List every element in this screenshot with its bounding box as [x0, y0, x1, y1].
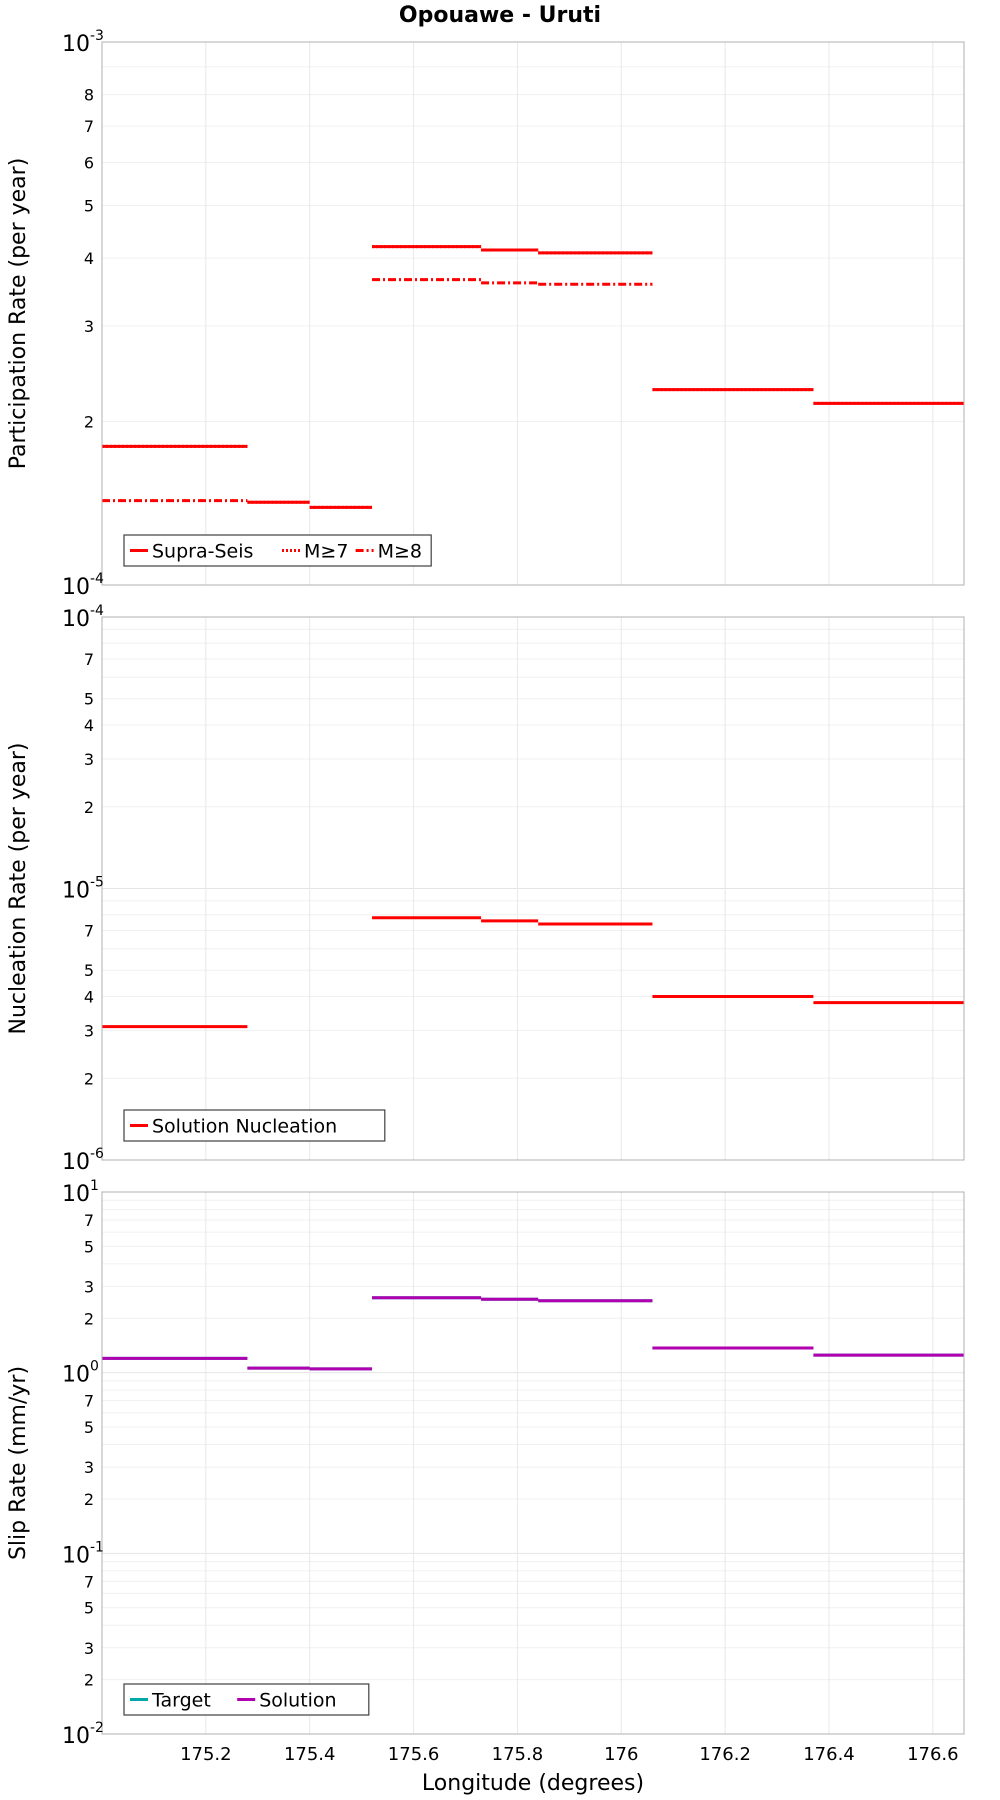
y-minor-tick-label: 3: [84, 1458, 94, 1477]
y-tick-exponent: -4: [90, 571, 104, 587]
y-tick-exponent: -5: [90, 875, 104, 891]
x-axis-label: Longitude (degrees): [422, 1771, 644, 1796]
legend-label: M≥8: [378, 541, 422, 563]
y-tick-exponent: -1: [90, 1539, 104, 1555]
y-tick-exponent: 1: [90, 1178, 99, 1194]
y-minor-tick-label: 4: [84, 988, 94, 1007]
x-tick-label: 175.4: [284, 1744, 336, 1765]
y-tick-exponent: -6: [90, 1146, 104, 1162]
x-tick-label: 176.6: [907, 1744, 959, 1765]
y-minor-tick-label: 6: [84, 153, 94, 172]
legend-label: M≥7: [304, 541, 348, 563]
y-tick-label: 10: [62, 1363, 90, 1388]
y-minor-tick-label: 2: [84, 1069, 94, 1088]
y-minor-tick-label: 5: [84, 1599, 94, 1618]
y-tick-label: 10: [62, 575, 90, 600]
y-tick-label: 10: [62, 1182, 90, 1207]
y-minor-tick-label: 7: [84, 117, 94, 136]
y-minor-tick-label: 3: [84, 1277, 94, 1296]
y-minor-tick-label: 7: [84, 1211, 94, 1230]
y-tick-exponent: 0: [90, 1359, 99, 1375]
plot-area: [102, 42, 964, 585]
y-minor-tick-label: 2: [84, 1309, 94, 1328]
plot-frame: [101, 616, 965, 1161]
y-minor-tick-label: 3: [84, 1639, 94, 1658]
x-tick-label: 176: [604, 1744, 638, 1765]
legend-label: Supra-Seis: [152, 541, 253, 563]
y-minor-tick-label: 5: [84, 690, 94, 709]
y-minor-tick-label: 7: [84, 1572, 94, 1591]
y-tick-label: 10: [62, 32, 90, 57]
x-tick-label: 175.2: [180, 1744, 232, 1765]
y-minor-tick-label: 3: [84, 317, 94, 336]
y-minor-tick-label: 7: [84, 650, 94, 669]
plot-frame: [101, 1191, 965, 1735]
y-minor-tick-label: 3: [84, 750, 94, 769]
plot-area: [102, 1192, 964, 1734]
y-tick-label: 10: [62, 1543, 90, 1568]
x-tick-label: 175.8: [492, 1744, 544, 1765]
y-axis-label: Slip Rate (mm/yr): [6, 1366, 31, 1560]
y-tick-label: 10: [62, 1150, 90, 1175]
y-minor-tick-label: 4: [84, 249, 94, 268]
legend-label: Target: [151, 1690, 211, 1712]
chart-title: Opouawe - Uruti: [399, 3, 601, 28]
legend-label: Solution: [259, 1690, 336, 1712]
y-tick-label: 10: [62, 607, 90, 632]
legend-box: [123, 534, 432, 567]
y-minor-tick-label: 4: [84, 716, 94, 735]
y-tick-exponent: -3: [90, 28, 104, 44]
y-tick-label: 10: [62, 879, 90, 904]
legend-label: Solution Nucleation: [152, 1116, 337, 1138]
y-minor-tick-label: 2: [84, 413, 94, 432]
y-minor-tick-label: 5: [84, 1237, 94, 1256]
y-minor-tick-label: 3: [84, 1021, 94, 1040]
legend-box: [123, 1109, 386, 1142]
y-minor-tick-label: 7: [84, 1392, 94, 1411]
y-minor-tick-label: 2: [84, 1490, 94, 1509]
y-minor-tick-label: 2: [84, 1671, 94, 1690]
plot-frame: [101, 41, 965, 586]
y-minor-tick-label: 8: [84, 86, 94, 105]
x-tick-label: 176.2: [699, 1744, 751, 1765]
y-tick-exponent: -4: [90, 603, 104, 619]
x-tick-label: 175.6: [388, 1744, 440, 1765]
y-minor-tick-label: 5: [84, 1418, 94, 1437]
y-tick-label: 10: [62, 1724, 90, 1749]
y-axis-label: Nucleation Rate (per year): [6, 743, 31, 1035]
x-tick-label: 176.4: [803, 1744, 855, 1765]
y-minor-tick-label: 7: [84, 922, 94, 941]
y-minor-tick-label: 2: [84, 798, 94, 817]
y-axis-label: Participation Rate (per year): [6, 158, 31, 470]
y-tick-exponent: -2: [90, 1720, 104, 1736]
y-minor-tick-label: 5: [84, 196, 94, 215]
y-minor-tick-label: 5: [84, 961, 94, 980]
